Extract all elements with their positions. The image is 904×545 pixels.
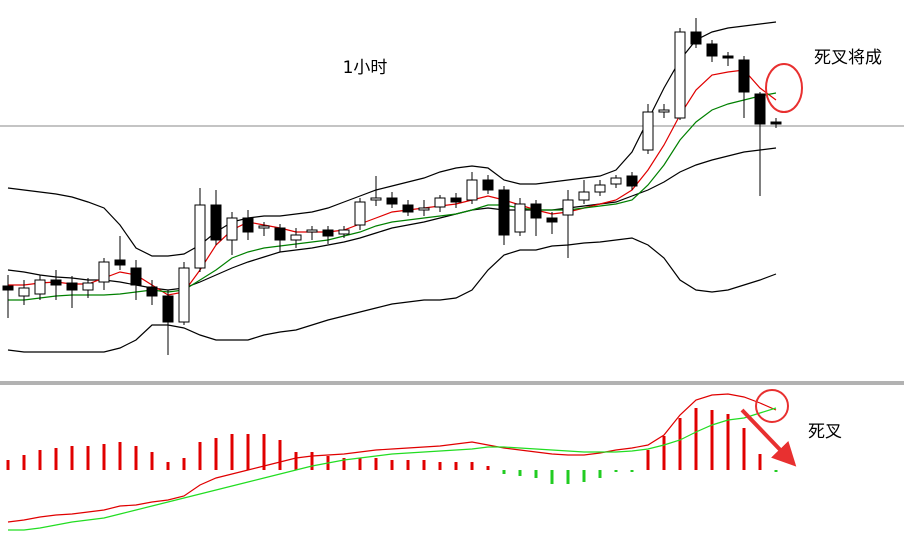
annotation: 死叉将成 (814, 48, 882, 68)
line-series (8, 407, 777, 531)
candle-body (754, 93, 766, 125)
candle-body (546, 217, 558, 223)
candle-body (610, 177, 622, 185)
candle-body (370, 197, 382, 201)
candle-body (146, 286, 158, 297)
candle-body (242, 217, 254, 233)
candle-body (50, 279, 62, 286)
candle-body (770, 121, 782, 125)
annotation: 死叉 (808, 422, 842, 442)
candle-body (290, 234, 302, 241)
candle-body (274, 227, 286, 241)
candle-body (66, 282, 78, 291)
candle-body (162, 295, 174, 323)
candle-body (530, 203, 542, 219)
candle-body (418, 207, 430, 211)
highlight-circle (755, 389, 789, 423)
candle-body (226, 217, 238, 241)
arrow (740, 408, 797, 467)
candle-body (658, 109, 670, 113)
candle-body (178, 267, 190, 323)
candle-body (514, 203, 526, 233)
candle-body (130, 267, 142, 286)
candle-body (402, 204, 414, 213)
candle-body (482, 179, 494, 191)
candle-body (674, 31, 686, 119)
candle-body (18, 287, 30, 297)
candle-body (562, 199, 574, 216)
candle-body (2, 285, 14, 291)
price-panel (0, 18, 904, 355)
candle-body (338, 229, 350, 235)
candle-body (466, 179, 478, 201)
highlight-circle (765, 63, 803, 113)
line-series (7, 237, 777, 353)
candle-body (258, 225, 270, 229)
candle-body (594, 184, 606, 193)
candle-body (498, 189, 510, 236)
candle-body (386, 197, 398, 205)
candle-body (434, 197, 446, 208)
chart-title: 1小时 (343, 58, 388, 78)
candle-body (578, 191, 590, 201)
line-series (7, 21, 777, 257)
candle-body (306, 229, 318, 233)
candle-body (354, 201, 366, 226)
candle-body (210, 204, 222, 241)
candle-body (82, 282, 94, 291)
candle-body (642, 111, 654, 151)
line-series (7, 393, 777, 523)
candle-body (114, 259, 126, 266)
candle-body (738, 59, 750, 93)
candle-body (98, 261, 110, 283)
candle-body (722, 55, 734, 59)
candle-body (194, 204, 206, 269)
candle-body (626, 175, 638, 187)
candle-body (322, 229, 334, 237)
candle-body (690, 31, 702, 45)
candle-body (34, 279, 46, 295)
macd-panel (6, 393, 778, 531)
candle-body (706, 43, 718, 57)
candle-body (450, 197, 462, 203)
